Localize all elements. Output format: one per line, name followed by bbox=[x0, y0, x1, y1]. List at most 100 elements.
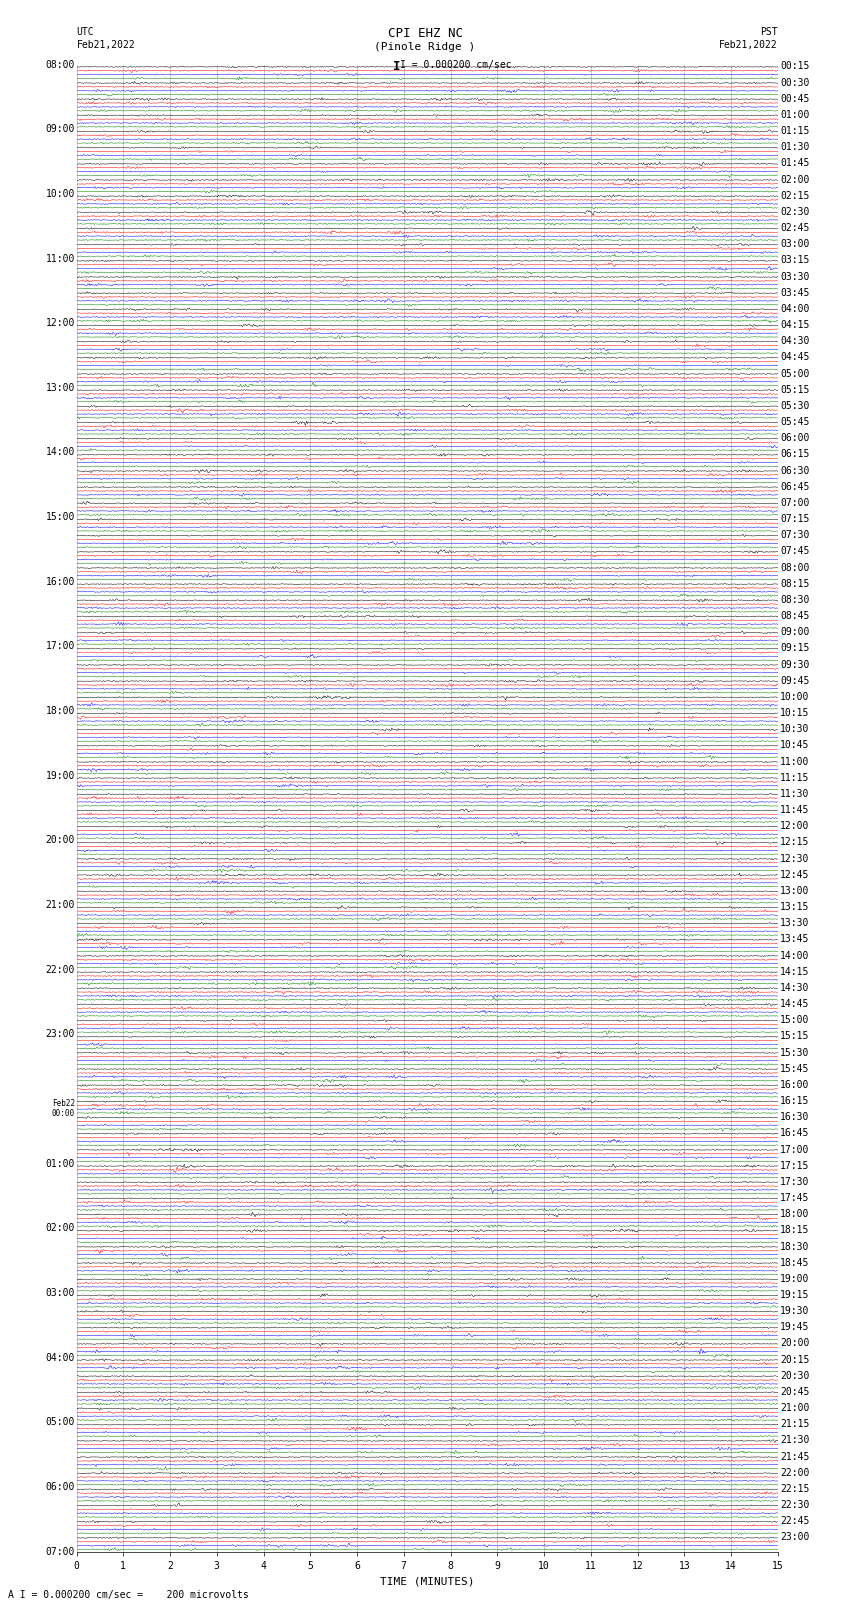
Text: 15:00: 15:00 bbox=[45, 513, 75, 523]
Text: 12:15: 12:15 bbox=[780, 837, 810, 847]
Text: 13:00: 13:00 bbox=[780, 886, 810, 895]
Text: 02:45: 02:45 bbox=[780, 223, 810, 234]
Text: 02:00: 02:00 bbox=[45, 1223, 75, 1234]
Text: 03:30: 03:30 bbox=[780, 271, 810, 282]
Text: 02:00: 02:00 bbox=[780, 174, 810, 184]
Text: I: I bbox=[393, 60, 400, 73]
Text: Feb22
00:00: Feb22 00:00 bbox=[52, 1098, 75, 1118]
Text: 01:45: 01:45 bbox=[780, 158, 810, 168]
Text: 04:15: 04:15 bbox=[780, 319, 810, 331]
Text: 09:30: 09:30 bbox=[780, 660, 810, 669]
Text: 05:30: 05:30 bbox=[780, 402, 810, 411]
Text: 20:15: 20:15 bbox=[780, 1355, 810, 1365]
Text: 16:00: 16:00 bbox=[45, 577, 75, 587]
Text: 11:15: 11:15 bbox=[780, 773, 810, 782]
Text: 19:30: 19:30 bbox=[780, 1307, 810, 1316]
Text: 00:30: 00:30 bbox=[780, 77, 810, 87]
Text: 15:00: 15:00 bbox=[780, 1015, 810, 1026]
Text: A I = 0.000200 cm/sec =    200 microvolts: A I = 0.000200 cm/sec = 200 microvolts bbox=[8, 1590, 249, 1600]
Text: 10:30: 10:30 bbox=[780, 724, 810, 734]
Text: 16:00: 16:00 bbox=[780, 1079, 810, 1090]
Text: 19:45: 19:45 bbox=[780, 1323, 810, 1332]
Text: 03:45: 03:45 bbox=[780, 287, 810, 298]
Text: 17:00: 17:00 bbox=[45, 642, 75, 652]
Text: 20:00: 20:00 bbox=[780, 1339, 810, 1348]
Text: PST: PST bbox=[760, 27, 778, 37]
Text: 00:15: 00:15 bbox=[780, 61, 810, 71]
X-axis label: TIME (MINUTES): TIME (MINUTES) bbox=[380, 1576, 474, 1586]
Text: 02:30: 02:30 bbox=[780, 206, 810, 216]
Text: 10:45: 10:45 bbox=[780, 740, 810, 750]
Text: 03:00: 03:00 bbox=[780, 239, 810, 250]
Text: 05:45: 05:45 bbox=[780, 418, 810, 427]
Text: 00:45: 00:45 bbox=[780, 94, 810, 103]
Text: 21:00: 21:00 bbox=[780, 1403, 810, 1413]
Text: 11:30: 11:30 bbox=[780, 789, 810, 798]
Text: 22:45: 22:45 bbox=[780, 1516, 810, 1526]
Text: 21:45: 21:45 bbox=[780, 1452, 810, 1461]
Text: 04:45: 04:45 bbox=[780, 352, 810, 363]
Text: Feb21,2022: Feb21,2022 bbox=[719, 40, 778, 50]
Text: 10:15: 10:15 bbox=[780, 708, 810, 718]
Text: 07:30: 07:30 bbox=[780, 531, 810, 540]
Text: 23:00: 23:00 bbox=[780, 1532, 810, 1542]
Text: 18:00: 18:00 bbox=[780, 1210, 810, 1219]
Text: 17:00: 17:00 bbox=[780, 1145, 810, 1155]
Text: 07:45: 07:45 bbox=[780, 547, 810, 556]
Text: Feb21,2022: Feb21,2022 bbox=[76, 40, 135, 50]
Text: 08:45: 08:45 bbox=[780, 611, 810, 621]
Text: 01:00: 01:00 bbox=[45, 1158, 75, 1169]
Text: 23:00: 23:00 bbox=[45, 1029, 75, 1039]
Text: 13:45: 13:45 bbox=[780, 934, 810, 944]
Text: 16:45: 16:45 bbox=[780, 1129, 810, 1139]
Text: 01:30: 01:30 bbox=[780, 142, 810, 152]
Text: 15:30: 15:30 bbox=[780, 1047, 810, 1058]
Text: 22:00: 22:00 bbox=[780, 1468, 810, 1478]
Text: 09:00: 09:00 bbox=[780, 627, 810, 637]
Text: 08:30: 08:30 bbox=[780, 595, 810, 605]
Text: 18:45: 18:45 bbox=[780, 1258, 810, 1268]
Text: 21:00: 21:00 bbox=[45, 900, 75, 910]
Text: 07:00: 07:00 bbox=[780, 498, 810, 508]
Text: 17:15: 17:15 bbox=[780, 1161, 810, 1171]
Text: 15:15: 15:15 bbox=[780, 1031, 810, 1042]
Text: 04:00: 04:00 bbox=[780, 303, 810, 315]
Text: 12:30: 12:30 bbox=[780, 853, 810, 863]
Text: 18:00: 18:00 bbox=[45, 706, 75, 716]
Text: 10:00: 10:00 bbox=[780, 692, 810, 702]
Text: 17:45: 17:45 bbox=[780, 1194, 810, 1203]
Text: 06:45: 06:45 bbox=[780, 482, 810, 492]
Text: 04:00: 04:00 bbox=[45, 1353, 75, 1363]
Text: 09:00: 09:00 bbox=[45, 124, 75, 134]
Text: 21:30: 21:30 bbox=[780, 1436, 810, 1445]
Text: 07:15: 07:15 bbox=[780, 515, 810, 524]
Text: 20:45: 20:45 bbox=[780, 1387, 810, 1397]
Text: 19:15: 19:15 bbox=[780, 1290, 810, 1300]
Text: 14:30: 14:30 bbox=[780, 982, 810, 994]
Text: 06:15: 06:15 bbox=[780, 450, 810, 460]
Text: 01:00: 01:00 bbox=[780, 110, 810, 119]
Text: 18:30: 18:30 bbox=[780, 1242, 810, 1252]
Text: 11:00: 11:00 bbox=[780, 756, 810, 766]
Text: 01:15: 01:15 bbox=[780, 126, 810, 135]
Text: 19:00: 19:00 bbox=[780, 1274, 810, 1284]
Text: 05:15: 05:15 bbox=[780, 386, 810, 395]
Text: 07:00: 07:00 bbox=[45, 1547, 75, 1557]
Text: 05:00: 05:00 bbox=[780, 369, 810, 379]
Text: 14:00: 14:00 bbox=[780, 950, 810, 960]
Text: 13:00: 13:00 bbox=[45, 382, 75, 394]
Text: UTC: UTC bbox=[76, 27, 94, 37]
Text: 20:30: 20:30 bbox=[780, 1371, 810, 1381]
Text: 09:15: 09:15 bbox=[780, 644, 810, 653]
Text: 08:00: 08:00 bbox=[780, 563, 810, 573]
Text: 16:30: 16:30 bbox=[780, 1113, 810, 1123]
Text: 22:15: 22:15 bbox=[780, 1484, 810, 1494]
Text: 14:15: 14:15 bbox=[780, 966, 810, 977]
Text: 12:45: 12:45 bbox=[780, 869, 810, 879]
Text: 06:00: 06:00 bbox=[780, 434, 810, 444]
Text: I = 0.000200 cm/sec: I = 0.000200 cm/sec bbox=[400, 60, 511, 69]
Text: 13:15: 13:15 bbox=[780, 902, 810, 911]
Text: 22:30: 22:30 bbox=[780, 1500, 810, 1510]
Text: 03:15: 03:15 bbox=[780, 255, 810, 266]
Text: 14:45: 14:45 bbox=[780, 998, 810, 1010]
